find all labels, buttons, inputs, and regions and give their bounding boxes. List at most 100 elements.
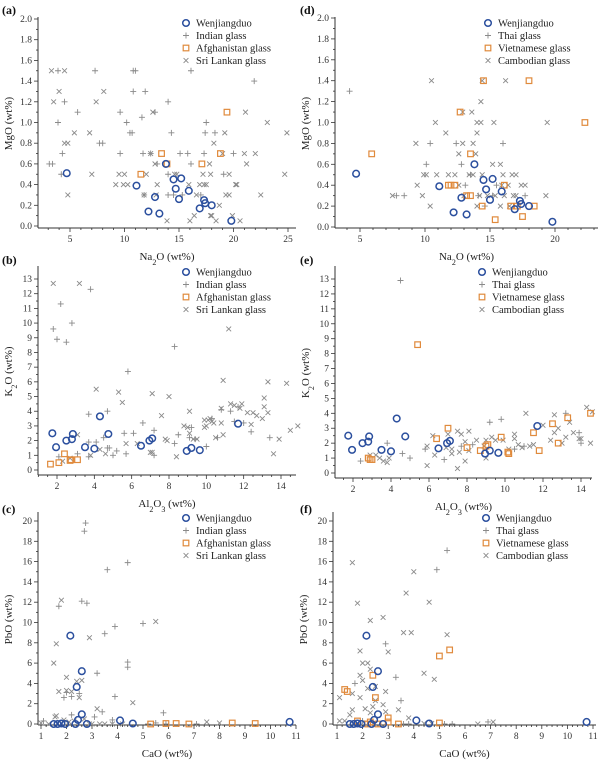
data-point bbox=[467, 192, 474, 200]
x-tick-label: 10 bbox=[120, 235, 130, 245]
data-point bbox=[444, 547, 451, 554]
panel-label: (c) bbox=[2, 502, 15, 516]
y-tick-label: 4 bbox=[324, 409, 329, 419]
data-point bbox=[101, 630, 108, 637]
data-point bbox=[216, 720, 223, 726]
data-point bbox=[59, 150, 66, 157]
data-point bbox=[433, 172, 440, 178]
data-point bbox=[510, 205, 519, 214]
y-tick-label: 8 bbox=[322, 639, 327, 649]
data-point bbox=[563, 434, 569, 440]
data-point bbox=[60, 694, 67, 701]
legend-entry: Thai glass bbox=[492, 280, 535, 291]
data-point bbox=[86, 635, 93, 641]
data-point bbox=[522, 192, 529, 199]
y-tick-label: 2 bbox=[27, 437, 32, 447]
data-point bbox=[405, 715, 412, 721]
data-point bbox=[50, 99, 57, 105]
data-point bbox=[349, 559, 356, 566]
data-point bbox=[346, 88, 353, 95]
data-point bbox=[226, 326, 232, 332]
data-point bbox=[398, 697, 404, 704]
data-point bbox=[66, 719, 72, 725]
data-point bbox=[369, 671, 377, 679]
data-point bbox=[219, 150, 226, 157]
x-axis-label: CaO (wt%) bbox=[439, 748, 490, 760]
data-point bbox=[457, 193, 466, 202]
data-point bbox=[243, 161, 250, 167]
data-point bbox=[443, 130, 449, 136]
y-tick-label: 2 bbox=[27, 700, 32, 710]
data-point bbox=[123, 119, 130, 126]
data-point bbox=[158, 150, 165, 157]
data-point bbox=[76, 690, 83, 697]
data-point bbox=[208, 415, 215, 422]
x-tick-label: 3 bbox=[90, 732, 95, 742]
panel-label: (f) bbox=[300, 502, 312, 516]
data-point bbox=[359, 677, 366, 684]
data-point bbox=[349, 719, 358, 729]
data-point bbox=[348, 445, 357, 454]
data-point bbox=[186, 181, 192, 188]
data-point bbox=[549, 420, 556, 428]
data-point bbox=[239, 401, 245, 407]
data-point bbox=[121, 171, 128, 177]
y-tick-label: 12 bbox=[23, 598, 33, 608]
data-point bbox=[518, 182, 524, 188]
data-point bbox=[382, 709, 389, 715]
legend-entry: Indian glass bbox=[196, 280, 246, 291]
data-point bbox=[523, 410, 529, 417]
data-point bbox=[230, 150, 237, 157]
data-point bbox=[85, 411, 92, 418]
data-point bbox=[104, 566, 111, 573]
data-point bbox=[497, 203, 504, 209]
y-tick-label: 13 bbox=[320, 275, 330, 285]
data-point bbox=[56, 688, 62, 695]
data-point bbox=[203, 181, 209, 188]
x-tick-label: 2 bbox=[351, 485, 356, 495]
data-point bbox=[81, 528, 88, 535]
x-tick-label: 12 bbox=[239, 482, 249, 492]
data-point bbox=[73, 678, 80, 685]
data-point bbox=[423, 172, 430, 178]
y-tick-label: 18 bbox=[318, 537, 328, 547]
data-point bbox=[587, 440, 594, 446]
legend-entry: Cambodian glass bbox=[492, 305, 564, 316]
data-point bbox=[431, 676, 437, 683]
data-point bbox=[184, 424, 191, 431]
data-point bbox=[109, 721, 116, 727]
data-point bbox=[56, 88, 62, 95]
data-point bbox=[96, 721, 103, 727]
data-point bbox=[113, 181, 119, 188]
data-point bbox=[485, 718, 492, 725]
y-tick-label: 20 bbox=[318, 517, 328, 527]
panel-label: (b) bbox=[2, 253, 17, 267]
data-point bbox=[525, 77, 533, 85]
data-point bbox=[116, 171, 122, 177]
y-tick-label: 1.6 bbox=[20, 56, 32, 66]
y-tick-label: 10 bbox=[23, 619, 33, 629]
data-point bbox=[129, 129, 136, 136]
data-point bbox=[198, 160, 206, 168]
data-point bbox=[548, 217, 557, 226]
data-point bbox=[117, 109, 124, 116]
data-point bbox=[187, 218, 193, 224]
y-tick-label: 4 bbox=[322, 679, 327, 689]
data-point bbox=[379, 719, 388, 729]
x-tick-label: 6 bbox=[166, 732, 171, 742]
data-point bbox=[467, 171, 474, 178]
y-tick-label: 3 bbox=[324, 424, 329, 434]
x-tick-label: 8 bbox=[514, 732, 519, 742]
legend-marker bbox=[478, 293, 486, 301]
data-point bbox=[554, 439, 562, 447]
x-tick-label: 4 bbox=[92, 482, 97, 492]
data-point bbox=[368, 150, 376, 158]
legend-entry: Vietnamese glass bbox=[496, 539, 569, 550]
data-point bbox=[376, 455, 383, 461]
legend-entry: Thai glass bbox=[496, 526, 539, 537]
data-point bbox=[587, 409, 594, 417]
data-point bbox=[124, 559, 131, 566]
y-tick-label: 11 bbox=[23, 304, 32, 314]
